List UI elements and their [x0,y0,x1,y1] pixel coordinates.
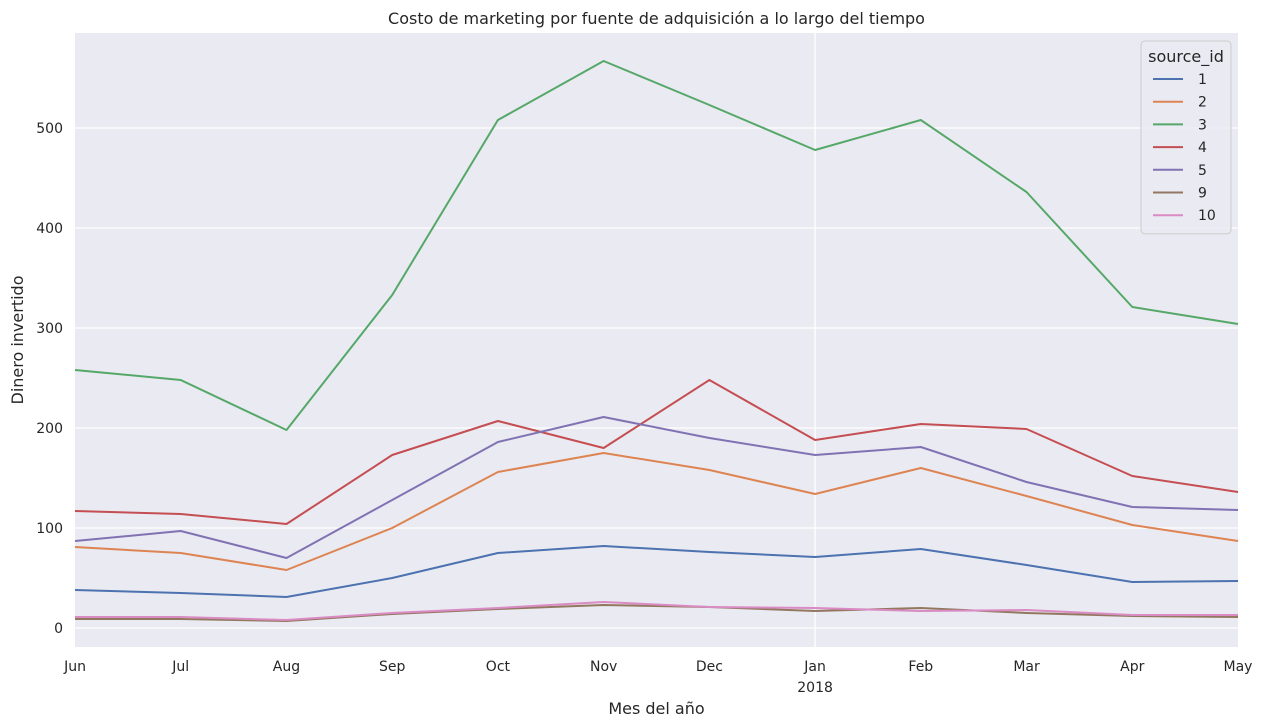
series-line-2 [74,452,1239,571]
x-tick-label: Oct [486,659,511,675]
y-tick-label: 100 [36,521,63,537]
x-tick-label: Sep [379,659,406,675]
series-line-10 [75,601,1238,621]
series-line-1 [74,545,1239,598]
legend-label: 9 [1198,186,1207,202]
x-year-label: 2018 [797,680,833,696]
x-tick-label: Jan [803,659,826,675]
series-line-4 [74,379,1239,525]
y-tick-label: 200 [36,421,63,437]
x-tick-label: Nov [590,659,617,675]
legend-label: 1 [1198,72,1207,88]
legend-label: 10 [1198,208,1216,224]
legend-title: source_id [1148,47,1224,67]
chart-title: Costo de marketing por fuente de adquisi… [388,9,925,28]
x-tick-label: Dec [696,659,723,675]
series-line-9 [75,604,1239,622]
x-tick-label: Jun [63,659,86,675]
x-tick-label: Mar [1013,659,1040,675]
series-line-5 [74,416,1239,559]
legend-label: 5 [1198,163,1207,179]
y-axis-ticks: 0 100 200 300 400 500 [36,121,63,637]
legend-label: 4 [1198,140,1207,156]
y-tick-label: 500 [36,121,63,137]
x-tick-label: May [1224,659,1253,675]
legend: source_id 1 2 3 4 5 9 10 [1140,40,1232,235]
plot-area [75,33,1238,647]
x-axis-ticks: Jun Jul Aug Sep Oct Nov Dec Jan 2018 Feb Mar Apr May [63,659,1252,696]
series-lines [74,60,1239,622]
legend-box [1140,40,1232,235]
y-axis-label: Dinero invertido [8,276,27,405]
series-line-3 [74,60,1239,431]
x-axis-label: Mes del año [608,699,704,718]
y-tick-label: 400 [36,221,63,237]
y-tick-label: 300 [36,321,63,337]
legend-label: 3 [1198,117,1207,133]
x-tick-label: Feb [908,659,933,675]
x-tick-label: Apr [1120,659,1144,675]
x-tick-label: Jul [171,659,189,675]
legend-label: 2 [1198,95,1207,111]
x-tick-label: Aug [273,659,300,675]
legend-items: 1 2 3 4 5 9 10 [1153,72,1216,224]
y-tick-label: 0 [54,621,63,637]
